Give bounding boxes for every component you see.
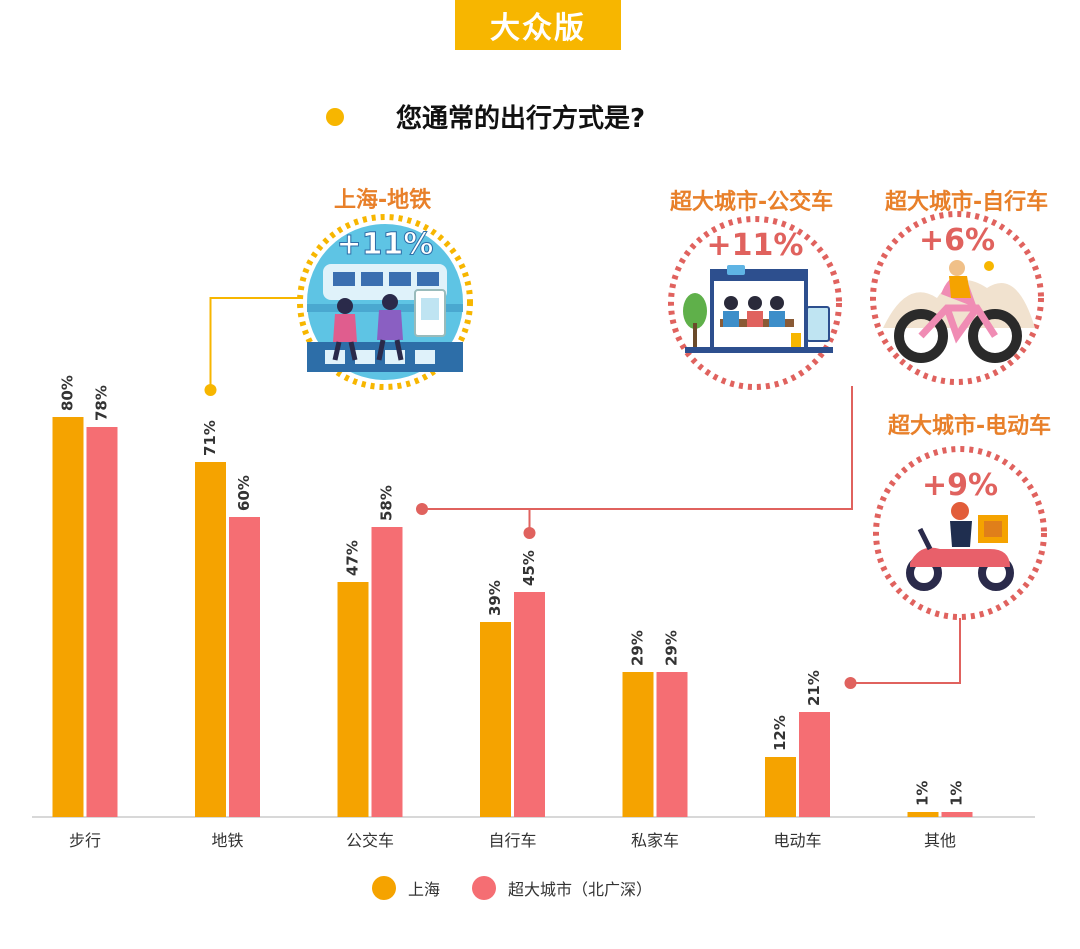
subway-icon: [307, 264, 463, 372]
edition-badge: 大众版: [455, 0, 621, 50]
legend-label-megacity: 超大城市（北广深）: [508, 880, 653, 899]
connector-subway: [209, 297, 300, 390]
category-label-4: 私家车: [631, 831, 679, 850]
bar-shanghai-3: [480, 622, 511, 817]
connector-dot-bus: [416, 503, 428, 515]
bar-shanghai-0: [52, 417, 84, 817]
bar-megacity-2: [371, 527, 403, 817]
data-label-shanghai-1: 71%: [201, 420, 219, 456]
bar-shanghai-1: [195, 462, 226, 817]
data-label-megacity-0: 78%: [93, 385, 111, 421]
category-label-3: 自行车: [488, 831, 536, 850]
bar-megacity-3: [514, 592, 545, 817]
data-label-shanghai-6: 1%: [914, 781, 932, 806]
category-label-6: 其他: [924, 831, 956, 850]
callout-ebike: +9%: [873, 446, 1047, 620]
category-label-1: 地铁: [211, 831, 243, 850]
callout-value-bus: +11%: [707, 228, 804, 263]
callout-value-ebike: +9%: [922, 468, 998, 503]
connector-dot-bicycle: [523, 527, 536, 539]
bar-megacity-1: [229, 517, 260, 817]
data-label-megacity-3: 45%: [520, 550, 538, 586]
callout-value-bicycle: +6%: [919, 223, 995, 258]
bullet-dot-icon: [326, 107, 344, 126]
data-label-megacity-6: 1%: [948, 781, 966, 806]
data-label-megacity-4: 29%: [663, 630, 681, 666]
callout-subway: +11%: [297, 214, 473, 390]
connector-dot-ebike: [844, 677, 857, 689]
bar-megacity-4: [656, 672, 688, 817]
callout-value-subway: +11%: [337, 227, 434, 262]
data-label-shanghai-3: 39%: [486, 580, 504, 616]
question-heading: 您通常的出行方式是?: [326, 98, 645, 135]
question-text: 您通常的出行方式是?: [396, 104, 646, 134]
callout-label-ebike: 超大城市-电动车: [888, 414, 1052, 439]
category-label-5: 电动车: [773, 831, 821, 850]
callout-label-subway: 上海-地铁: [334, 188, 432, 213]
category-label-2: 公交车: [346, 831, 394, 850]
callout-bus: +11%: [668, 216, 842, 390]
connector-bus-bicycle: [422, 386, 853, 510]
chart-legend: 上海 超大城市（北广深）: [372, 876, 684, 900]
data-label-megacity-5: 21%: [805, 670, 823, 706]
data-label-shanghai-5: 12%: [771, 715, 789, 751]
bar-shanghai-4: [622, 672, 654, 817]
data-label-shanghai-4: 29%: [629, 630, 647, 666]
legend-label-shanghai: 上海: [408, 880, 441, 899]
bar-megacity-0: [86, 427, 118, 817]
bar-shanghai-2: [337, 582, 369, 817]
data-label-shanghai-0: 80%: [59, 375, 77, 411]
callout-bicycle: +6%: [870, 211, 1044, 385]
connector-dot-subway: [204, 384, 217, 396]
legend-swatch-shanghai: [372, 876, 396, 900]
callout-label-bus: 超大城市-公交车: [670, 190, 834, 215]
bicycle-icon: [883, 260, 1035, 363]
callout-label-bicycle: 超大城市-自行车: [885, 190, 1049, 215]
legend-swatch-megacity: [472, 876, 497, 900]
connector-ebike: [850, 618, 961, 684]
bar-megacity-5: [799, 712, 830, 817]
bar-shanghai-5: [765, 757, 796, 817]
bar-shanghai-6: [907, 812, 939, 817]
bus-stop-icon: [683, 265, 833, 353]
data-label-shanghai-2: 47%: [344, 540, 362, 576]
data-label-megacity-2: 58%: [378, 485, 396, 521]
bar-megacity-6: [941, 812, 973, 817]
ebike-icon: [906, 502, 1014, 591]
data-label-megacity-1: 60%: [235, 475, 253, 511]
category-label-0: 步行: [69, 831, 101, 850]
